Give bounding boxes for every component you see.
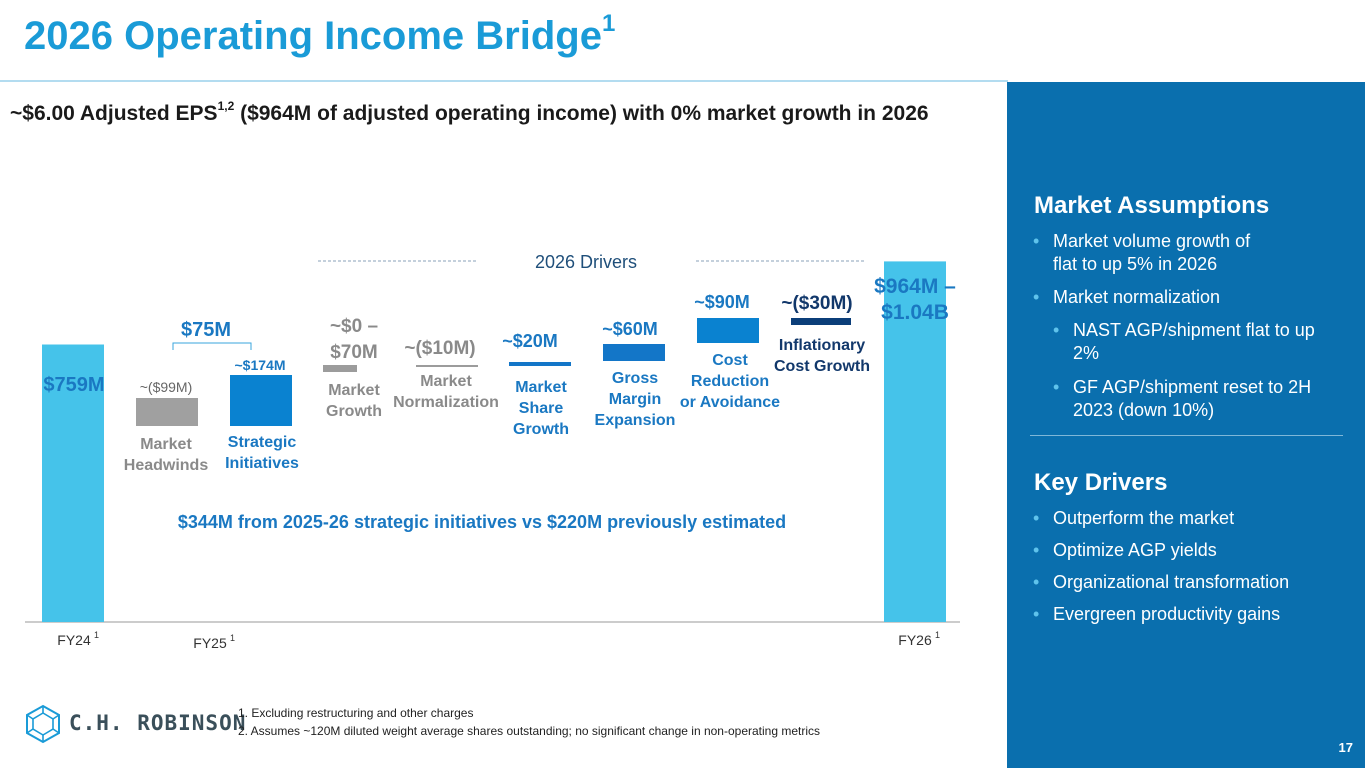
driver-bullet-text: Evergreen productivity gains: [1053, 604, 1281, 624]
assumptions-panel: Market Assumptions • Market volume growth…: [1007, 82, 1365, 768]
ch-robinson-cube-icon: [26, 704, 60, 744]
page-number: 17: [1338, 740, 1353, 755]
category-label-market-share-growth: Share: [519, 400, 564, 417]
bullet-icon: •: [1033, 287, 1040, 307]
value-label-fy26: $964M –: [874, 275, 956, 298]
drivers-title: 2026 Drivers: [535, 252, 637, 272]
bar-inflationary-cost-growth: [791, 318, 851, 325]
value-label-fy26-2: $1.04B: [881, 301, 949, 324]
value-label-market-growth-2: $70M: [330, 342, 378, 363]
bullet-icon: •: [1053, 320, 1060, 340]
category-label-market-normalization: Market: [420, 373, 472, 390]
panel-divider: [1030, 435, 1343, 436]
operating-income-bridge-chart: 2026 Drivers $759M ~($99M) ~$174M ~$0 – $70M ~…: [25, 252, 960, 651]
eps-headline: ~$6.00 Adjusted EPS1,2 ($964M of adjuste…: [10, 99, 929, 126]
category-label-market-headwinds: Headwinds: [124, 457, 209, 474]
bar-fy26: [884, 261, 946, 622]
bullet-icon: •: [1053, 377, 1060, 397]
bullet-icon: •: [1033, 572, 1040, 592]
fy25-bracket-label: $75M: [181, 319, 231, 341]
category-label-cost-reduction-or-avoidance: Cost: [712, 352, 748, 369]
category-label-market-normalization: Normalization: [393, 394, 499, 411]
market-bullet-continued: flat to up 5% in 2026: [1053, 254, 1218, 274]
x-axis-footnote-marker: 1: [935, 630, 940, 640]
bar-strategic-initiatives: [230, 375, 292, 426]
strategic-initiatives-callout: $344M from 2025-26 strategic initiatives…: [178, 512, 786, 532]
driver-bullet-text: Outperform the market: [1053, 508, 1235, 528]
category-label-market-share-growth: Growth: [513, 421, 569, 438]
category-label-cost-reduction-or-avoidance: or Avoidance: [680, 394, 780, 411]
bullet-icon: •: [1033, 508, 1040, 528]
driver-bullet: • Evergreen productivity gains: [1033, 603, 1281, 626]
value-label-market-headwinds: ~($99M): [140, 379, 193, 395]
value-label-strategic-initiatives: ~$174M: [235, 357, 286, 373]
x-axis-footnote-marker: 1: [94, 630, 99, 640]
value-label-inflationary: ~($30M): [781, 293, 852, 314]
title-footnote-marker: 1: [601, 10, 616, 37]
market-sub-bullet-continued: 2%: [1073, 343, 1100, 363]
category-label-market-share-growth: Market: [515, 379, 567, 396]
category-label-inflationary-cost-growth: Inflationary: [779, 337, 865, 354]
footnotes: 1. Excluding restructuring and other cha…: [238, 704, 820, 740]
bar-market-share-growth: [509, 362, 571, 366]
value-label-gross-margin: ~$60M: [602, 319, 658, 339]
market-bullet: • Market normalization: [1033, 286, 1221, 309]
value-label-market-normalization: ~($10M): [404, 338, 475, 359]
market-bullet-text: Market normalization: [1053, 287, 1221, 307]
fy25-bracket: [172, 342, 252, 350]
market-sub-bullet: • NAST AGP/shipment flat to up: [1053, 319, 1315, 342]
eps-headline-tail: ($964M of adjusted operating income) wit…: [234, 102, 929, 125]
company-logo: C.H. ROBINSON: [24, 704, 245, 744]
value-label-market-share-growth: ~$20M: [502, 331, 558, 351]
bar-market-normalization: [416, 365, 478, 367]
category-label-strategic-initiatives: Strategic: [228, 434, 297, 451]
market-bullet: • Market volume growth of: [1033, 230, 1251, 253]
driver-bullet: • Outperform the market: [1033, 507, 1235, 530]
bar-market-headwinds: [136, 398, 198, 426]
x-axis-footnote-marker: 1: [230, 633, 235, 643]
driver-bullet: • Organizational transformation: [1033, 571, 1290, 594]
category-label-gross-margin-expansion: Gross: [612, 370, 658, 387]
category-label-market-growth: Growth: [326, 403, 382, 420]
market-sub-bullet-continued: 2023 (down 10%): [1073, 400, 1215, 420]
market-sub-bullet: • GF AGP/shipment reset to 2H: [1053, 376, 1312, 399]
eps-footnote-marker: 1,2: [217, 99, 235, 113]
market-assumptions-heading: Market Assumptions: [1034, 192, 1270, 219]
bullet-icon: •: [1033, 604, 1040, 624]
bar-market-growth: [323, 365, 357, 372]
driver-bullet-text: Optimize AGP yields: [1053, 540, 1217, 560]
key-drivers-heading: Key Drivers: [1034, 469, 1168, 496]
x-axis-label-fy24: FY24: [57, 632, 91, 648]
market-sub-bullet-text: GF AGP/shipment reset to 2H: [1073, 377, 1312, 397]
bullet-icon: •: [1033, 231, 1040, 251]
logo-wordmark: C.H. ROBINSON: [69, 711, 247, 735]
x-axis-label-fy25: FY25: [193, 635, 227, 651]
driver-bullet-text: Organizational transformation: [1053, 572, 1290, 592]
page-title-text: 2026 Operating Income Bridge: [24, 14, 602, 58]
value-label-cost-reduction: ~$90M: [694, 292, 750, 312]
category-label-market-headwinds: Market: [140, 436, 192, 453]
value-label-fy24: $759M: [43, 374, 104, 396]
x-axis-label-fy26: FY26: [898, 632, 932, 648]
market-sub-bullet-text: NAST AGP/shipment flat to up: [1073, 320, 1315, 340]
value-label-market-growth: ~$0 –: [330, 316, 378, 337]
category-label-gross-margin-expansion: Expansion: [595, 412, 676, 429]
bar-cost-reduction-or-avoidance: [697, 318, 759, 343]
bar-gross-margin-expansion: [603, 344, 665, 361]
footnote-1: 1. Excluding restructuring and other cha…: [238, 706, 474, 720]
page-title: 2026 Operating Income Bridge1: [24, 10, 615, 59]
category-label-cost-reduction-or-avoidance: Reduction: [691, 373, 769, 390]
market-bullet-text: Market volume growth of: [1053, 231, 1251, 251]
category-label-strategic-initiatives: Initiatives: [225, 455, 299, 472]
footnote-2: 2. Assumes ~120M diluted weight average …: [238, 724, 821, 738]
category-label-market-growth: Market: [328, 382, 380, 399]
title-divider: [0, 80, 1008, 82]
category-label-inflationary-cost-growth: Cost Growth: [774, 358, 870, 375]
bullet-icon: •: [1033, 540, 1040, 560]
eps-headline-lead: ~$6.00 Adjusted EPS: [10, 102, 218, 125]
bar-fy24: [42, 344, 104, 622]
driver-bullet: • Optimize AGP yields: [1033, 539, 1217, 562]
category-label-gross-margin-expansion: Margin: [609, 391, 661, 408]
